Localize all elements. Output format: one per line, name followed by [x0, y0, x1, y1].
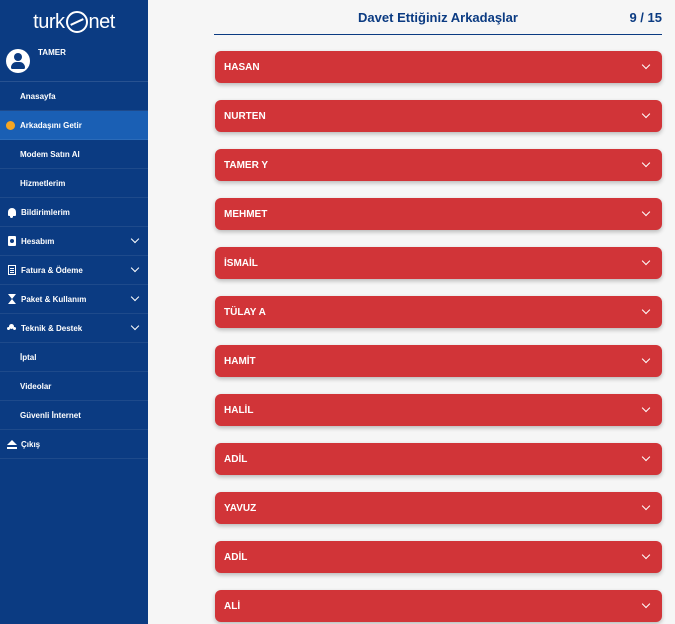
sidebar-item-paket-kullanim[interactable]: Paket & Kullanım: [0, 285, 148, 314]
sidebar-item-teknik-destek[interactable]: Teknik & Destek: [0, 314, 148, 343]
chevron-down-icon: [641, 599, 651, 609]
friend-name: İSMAİL: [224, 257, 258, 269]
sidebar-item-label: Çıkış: [21, 439, 41, 449]
sidebar-item-label: Modem Satın Al: [20, 149, 80, 159]
sidebar-item-arkadasini-getir[interactable]: Arkadaşını Getir: [0, 111, 148, 140]
friend-item[interactable]: NURTEN: [215, 100, 662, 132]
friend-item[interactable]: YAVUZ: [215, 492, 662, 524]
friend-item[interactable]: ADİL: [215, 541, 662, 573]
sidebar-item-modem-satin-al[interactable]: Modem Satın Al: [0, 140, 148, 169]
chevron-down-icon: [641, 354, 651, 364]
friend-name: TÜLAY A: [224, 306, 266, 318]
logo-right-text: net: [88, 10, 116, 33]
sidebar-item-anasayfa[interactable]: Anasayfa: [0, 82, 148, 111]
chevron-down-icon: [641, 60, 651, 70]
friend-item[interactable]: HAMİT: [215, 345, 662, 377]
friend-item[interactable]: ALİ: [215, 590, 662, 622]
chevron-down-icon: [130, 292, 140, 302]
friend-name: ALİ: [224, 600, 241, 612]
sidebar-item-label: Fatura & Ödeme: [21, 265, 83, 275]
chevron-down-icon: [641, 403, 651, 413]
globe-icon: [65, 11, 88, 33]
id-card-icon: [6, 236, 17, 247]
sidebar-item-label: Teknik & Destek: [21, 323, 83, 333]
sidebar-item-label: Hesabım: [21, 236, 55, 246]
friend-item[interactable]: HASAN: [215, 51, 662, 83]
sidebar-item-label: Güvenli İnternet: [20, 410, 81, 420]
hourglass-icon: [6, 294, 17, 305]
chevron-down-icon: [641, 452, 651, 462]
friend-name: NURTEN: [224, 110, 266, 122]
sidebar-item-label: İptal: [20, 352, 37, 362]
turknet-logo[interactable]: turk net: [0, 0, 148, 40]
user-name: TAMER: [38, 48, 66, 57]
chevron-down-icon: [641, 305, 651, 315]
friend-item[interactable]: ADİL: [215, 443, 662, 475]
friend-name: HALİL: [224, 404, 254, 416]
user-profile[interactable]: TAMER: [0, 40, 148, 82]
avatar-icon: [6, 49, 30, 73]
invite-counter: 9 / 15: [629, 10, 662, 25]
sidebar-item-label: Arkadaşını Getir: [20, 120, 82, 130]
friend-name: MEHMET: [224, 208, 268, 220]
sidebar-item-hesabim[interactable]: Hesabım: [0, 227, 148, 256]
page-title: Davet Ettiğiniz Arkadaşlar: [358, 10, 518, 25]
sidebar-item-iptal[interactable]: İptal: [0, 343, 148, 372]
friend-item[interactable]: TAMER Y: [215, 149, 662, 181]
chevron-down-icon: [641, 501, 651, 511]
sidebar-item-hizmetlerim[interactable]: Hizmetlerim: [0, 169, 148, 198]
friend-item[interactable]: TÜLAY A: [215, 296, 662, 328]
chevron-down-icon: [641, 158, 651, 168]
sidebar-item-bildirimlerim[interactable]: Bildirimlerim: [0, 198, 148, 227]
team-icon: [6, 323, 17, 334]
bell-icon: [6, 207, 17, 218]
friend-name: HASAN: [224, 61, 260, 73]
sidebar-item-label: Bildirimlerim: [21, 207, 70, 217]
sidebar-item-fatura-odeme[interactable]: Fatura & Ödeme: [0, 256, 148, 285]
chevron-down-icon: [641, 207, 651, 217]
friend-name: HAMİT: [224, 355, 256, 367]
friends-list: HASAN NURTEN TAMER Y MEHMET İSMAİL TÜLAY…: [215, 51, 662, 624]
friend-name: YAVUZ: [224, 502, 257, 514]
friend-item[interactable]: MEHMET: [215, 198, 662, 230]
sidebar-item-cikis[interactable]: Çıkış: [0, 430, 148, 459]
chevron-down-icon: [641, 109, 651, 119]
sidebar-item-label: Anasayfa: [20, 91, 56, 101]
logo-left-text: turk: [33, 10, 65, 33]
invoice-icon: [6, 265, 17, 276]
friend-item[interactable]: İSMAİL: [215, 247, 662, 279]
chevron-down-icon: [130, 263, 140, 273]
sidebar-item-guvenli-internet[interactable]: Güvenli İnternet: [0, 401, 148, 430]
friend-name: ADİL: [224, 551, 248, 563]
sidebar-item-videolar[interactable]: Videolar: [0, 372, 148, 401]
friend-item[interactable]: HALİL: [215, 394, 662, 426]
friend-name: ADİL: [224, 453, 248, 465]
logout-icon: [6, 439, 17, 450]
sidebar-item-label: Paket & Kullanım: [21, 294, 87, 304]
active-dot-icon: [6, 120, 15, 130]
friend-name: TAMER Y: [224, 159, 269, 171]
chevron-down-icon: [641, 256, 651, 266]
chevron-down-icon: [130, 234, 140, 244]
chevron-down-icon: [130, 321, 140, 331]
sidebar-item-label: Videolar: [20, 381, 52, 391]
chevron-down-icon: [641, 550, 651, 560]
sidebar-item-label: Hizmetlerim: [20, 178, 66, 188]
sidebar: turk net TAMER Anasayfa Arkadaşını Getir…: [0, 0, 148, 624]
page-header: Davet Ettiğiniz Arkadaşlar 9 / 15: [214, 0, 662, 35]
